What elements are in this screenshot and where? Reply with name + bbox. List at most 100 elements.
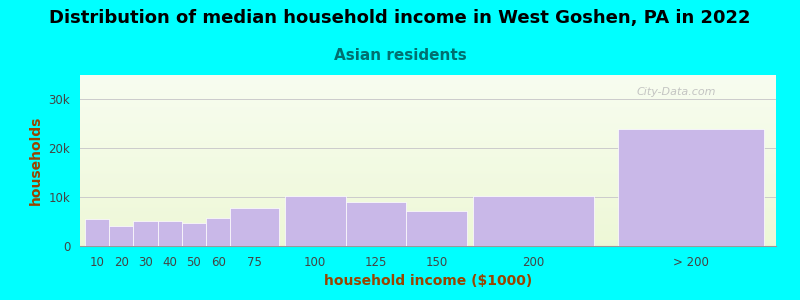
Bar <box>80 156 776 157</box>
Bar <box>80 171 776 172</box>
Bar <box>80 100 776 101</box>
Bar <box>80 222 776 223</box>
Bar <box>80 127 776 128</box>
Bar <box>80 163 776 164</box>
Bar <box>80 151 776 152</box>
Bar <box>80 111 776 112</box>
Bar <box>80 75 776 76</box>
Bar <box>80 214 776 215</box>
Bar <box>80 207 776 208</box>
Bar <box>80 183 776 184</box>
Bar <box>80 157 776 158</box>
Bar <box>80 84 776 85</box>
Bar <box>80 208 776 209</box>
Bar <box>80 85 776 86</box>
Bar <box>80 233 776 234</box>
Bar <box>80 90 776 91</box>
Y-axis label: households: households <box>29 116 43 205</box>
Bar <box>80 245 776 246</box>
Text: City-Data.com: City-Data.com <box>637 87 716 97</box>
Bar <box>80 82 776 83</box>
Bar <box>80 116 776 117</box>
Bar <box>80 202 776 203</box>
Bar <box>346 202 406 246</box>
Bar <box>80 161 776 162</box>
Bar <box>80 153 776 154</box>
Bar <box>80 179 776 180</box>
Bar <box>80 152 776 153</box>
Bar <box>80 186 776 187</box>
Bar <box>80 215 776 216</box>
Bar <box>80 230 776 231</box>
Bar <box>80 130 776 131</box>
Bar <box>80 126 776 127</box>
Bar <box>80 103 776 104</box>
Bar <box>80 105 776 106</box>
Bar <box>80 122 776 123</box>
Bar <box>80 91 776 92</box>
Bar <box>80 212 776 213</box>
Bar <box>80 107 776 108</box>
Bar <box>80 109 776 110</box>
Bar <box>80 138 776 139</box>
Bar <box>80 115 776 116</box>
Bar <box>80 135 776 136</box>
Bar <box>80 123 776 124</box>
Bar <box>80 78 776 79</box>
Bar <box>80 110 776 111</box>
Bar <box>473 196 594 246</box>
Bar <box>80 162 776 163</box>
Bar <box>85 219 109 246</box>
Bar <box>80 223 776 224</box>
Bar <box>80 149 776 150</box>
Bar <box>80 231 776 232</box>
Bar <box>80 169 776 170</box>
Bar <box>80 224 776 225</box>
Bar <box>158 220 182 246</box>
Bar <box>80 177 776 178</box>
Bar <box>406 211 467 246</box>
Bar <box>80 192 776 193</box>
Bar <box>80 218 776 219</box>
Bar <box>80 117 776 118</box>
Bar <box>80 129 776 130</box>
Bar <box>80 96 776 97</box>
Bar <box>80 167 776 168</box>
Bar <box>80 95 776 96</box>
Bar <box>80 172 776 173</box>
Bar <box>80 226 776 227</box>
Bar <box>80 143 776 144</box>
Bar <box>80 225 776 226</box>
Bar <box>80 187 776 188</box>
Bar <box>80 241 776 242</box>
Bar <box>80 210 776 211</box>
Bar <box>80 106 776 107</box>
Text: Distribution of median household income in West Goshen, PA in 2022: Distribution of median household income … <box>50 9 750 27</box>
Text: Asian residents: Asian residents <box>334 48 466 63</box>
Bar <box>80 181 776 182</box>
Bar <box>80 174 776 175</box>
Bar <box>80 83 776 84</box>
Bar <box>80 238 776 239</box>
Bar <box>80 221 776 222</box>
Bar <box>80 131 776 132</box>
Bar <box>80 193 776 194</box>
Bar <box>80 142 776 143</box>
Bar <box>80 229 776 230</box>
Bar <box>80 196 776 197</box>
Bar <box>80 168 776 169</box>
Bar <box>80 124 776 125</box>
Bar <box>80 81 776 82</box>
Bar <box>80 173 776 174</box>
Bar <box>80 77 776 78</box>
Bar <box>80 184 776 185</box>
Bar <box>80 194 776 195</box>
Bar <box>80 140 776 141</box>
Bar <box>80 108 776 109</box>
Bar <box>80 112 776 113</box>
Bar <box>80 205 776 206</box>
Bar <box>80 202 776 203</box>
Bar <box>80 239 776 240</box>
Bar <box>80 99 776 100</box>
X-axis label: household income ($1000): household income ($1000) <box>324 274 532 288</box>
